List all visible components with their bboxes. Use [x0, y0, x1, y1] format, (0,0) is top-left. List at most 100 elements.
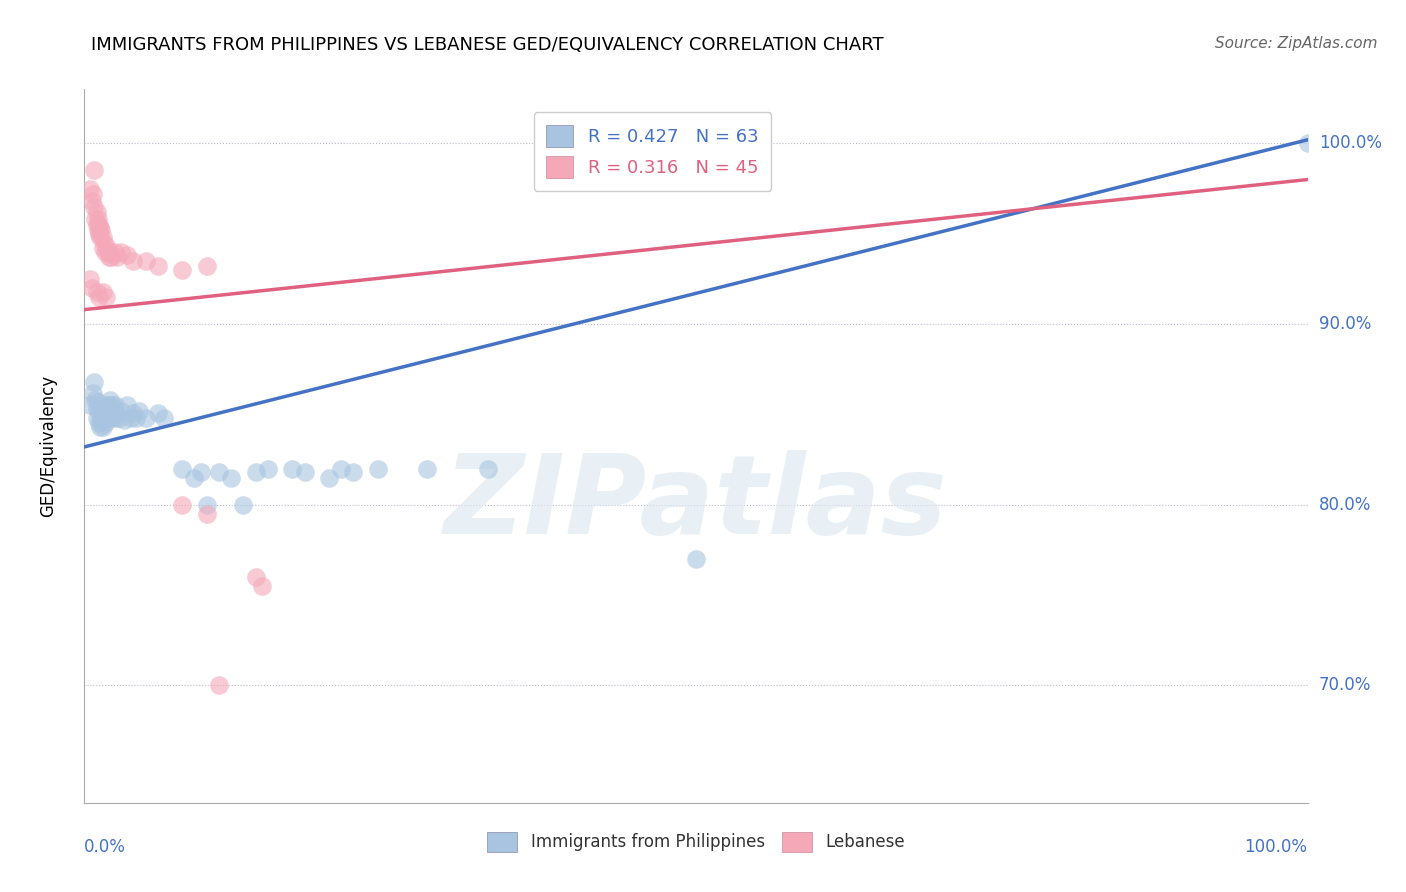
Point [104, 411, 127, 425]
Point [342, 465, 364, 479]
Point [281, 461, 304, 475]
Point [86, 285, 108, 299]
Point [80, 281, 103, 295]
Point [477, 461, 499, 475]
Point [367, 461, 389, 475]
Point [87, 212, 110, 227]
Text: 70.0%: 70.0% [1319, 676, 1371, 694]
Point [82, 186, 104, 201]
Point [83, 200, 105, 214]
Point [120, 411, 142, 425]
Point [172, 498, 194, 512]
Point [208, 465, 231, 479]
Text: 80.0%: 80.0% [1319, 496, 1371, 514]
Point [84, 212, 107, 227]
Point [96, 239, 118, 253]
Point [94, 408, 117, 422]
Point [96, 411, 118, 425]
Point [112, 413, 135, 427]
Point [90, 406, 112, 420]
Point [183, 470, 205, 484]
Point [105, 250, 128, 264]
Point [87, 223, 110, 237]
Point [97, 411, 120, 425]
Point [115, 398, 138, 412]
Point [90, 415, 112, 429]
Point [86, 411, 108, 425]
Point [90, 223, 112, 237]
Point [79, 181, 101, 195]
Point [190, 465, 212, 479]
Point [330, 461, 353, 475]
Point [87, 290, 110, 304]
Point [1296, 136, 1319, 151]
Point [172, 461, 194, 475]
Point [101, 398, 124, 412]
Point [83, 375, 105, 389]
Text: 100.0%: 100.0% [1319, 135, 1382, 153]
Point [245, 465, 267, 479]
Point [103, 406, 125, 420]
Point [219, 470, 242, 484]
Point [79, 272, 101, 286]
Point [104, 398, 127, 412]
Point [146, 406, 169, 420]
Text: ZIPatlas: ZIPatlas [444, 450, 948, 557]
Point [89, 411, 111, 425]
Point [98, 392, 121, 407]
Text: Source: ZipAtlas.com: Source: ZipAtlas.com [1215, 36, 1378, 51]
Point [110, 244, 132, 259]
Point [115, 248, 138, 262]
Point [96, 290, 118, 304]
Point [86, 401, 108, 416]
Point [146, 259, 169, 273]
Point [195, 507, 218, 521]
Point [245, 570, 267, 584]
Point [294, 465, 316, 479]
Point [125, 411, 148, 425]
Point [89, 230, 111, 244]
Point [416, 461, 439, 475]
Point [91, 230, 114, 244]
Point [100, 250, 122, 264]
Point [318, 470, 340, 484]
Point [91, 285, 114, 299]
Point [97, 250, 120, 264]
Point [122, 406, 145, 420]
Point [87, 404, 110, 418]
Point [93, 398, 115, 412]
Point [79, 398, 101, 412]
Point [83, 163, 105, 178]
Text: 100.0%: 100.0% [1244, 838, 1308, 856]
Point [107, 411, 129, 425]
Point [153, 411, 176, 425]
Point [94, 417, 117, 431]
Text: 90.0%: 90.0% [1319, 315, 1371, 333]
Point [93, 235, 115, 250]
Point [122, 253, 145, 268]
Point [94, 244, 117, 259]
Point [91, 404, 114, 418]
Point [250, 579, 273, 593]
Point [257, 461, 280, 475]
Point [100, 400, 122, 414]
Point [208, 678, 231, 692]
Point [91, 420, 114, 434]
Point [195, 498, 218, 512]
Point [97, 244, 120, 259]
Point [86, 205, 108, 219]
Point [100, 411, 122, 425]
Point [80, 194, 103, 209]
Point [86, 218, 108, 232]
Point [128, 404, 150, 418]
Point [685, 552, 707, 566]
Point [82, 385, 104, 400]
Point [195, 259, 218, 273]
Point [89, 420, 111, 434]
Point [232, 498, 254, 512]
Point [98, 244, 121, 259]
Point [96, 404, 118, 418]
Point [87, 218, 110, 232]
Point [91, 241, 114, 255]
Point [97, 398, 120, 412]
